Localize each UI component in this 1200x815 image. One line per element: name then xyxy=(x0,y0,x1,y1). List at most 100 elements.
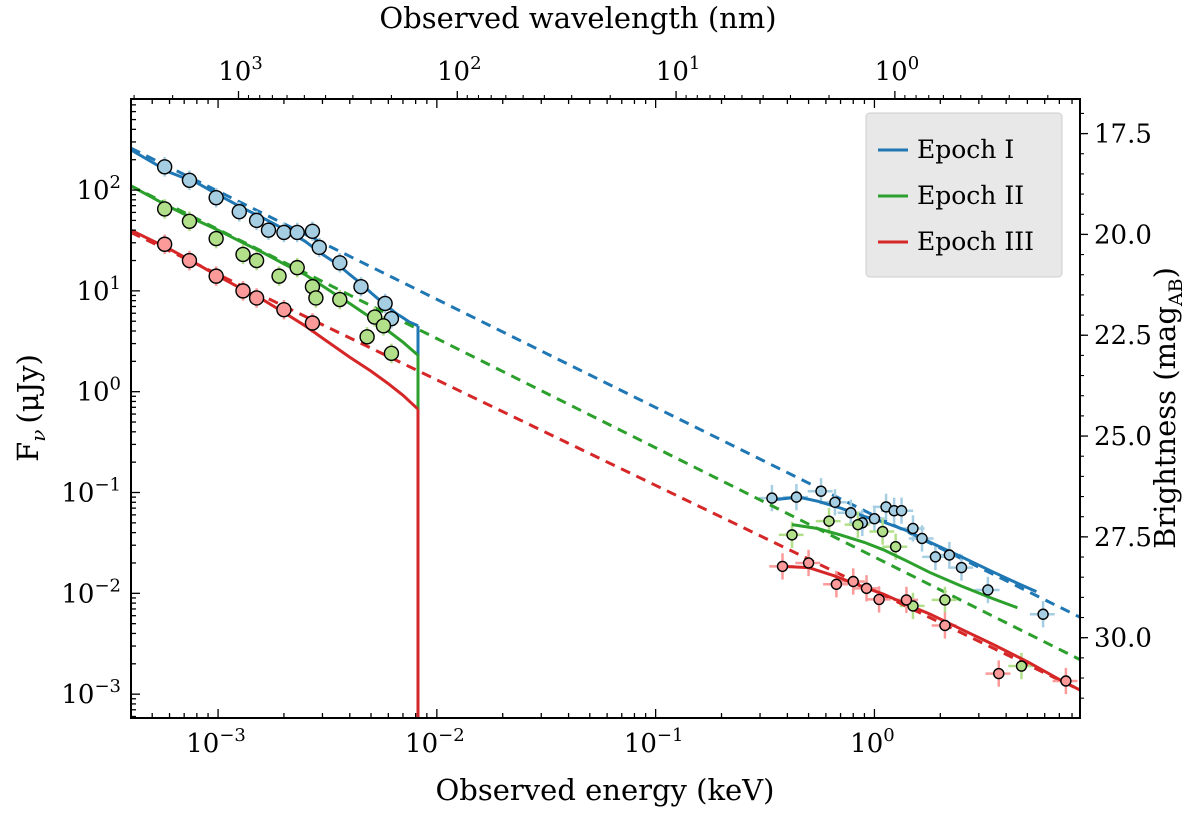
y-tick-label: 101 xyxy=(76,273,121,307)
right-axis-title-main: Brightness (mag xyxy=(1148,306,1182,549)
epoch-3-model-xray xyxy=(782,564,1080,692)
y-tick-label-base: 10 xyxy=(61,680,94,710)
epoch-2-data-point xyxy=(786,529,798,541)
epoch-1-data-point xyxy=(815,485,827,497)
epoch-1-data-point xyxy=(829,496,841,508)
epoch-2-powerlaw-line xyxy=(131,184,1080,661)
right-tick-label: 20.0 xyxy=(1094,220,1152,250)
epoch-1-data-point xyxy=(353,278,369,295)
epoch-1-data-point xyxy=(895,505,908,517)
epoch-2-data-point xyxy=(156,201,173,217)
epoch-3-data-point xyxy=(993,667,1005,680)
epoch-3-data-point xyxy=(900,594,913,606)
epoch-2-data-point xyxy=(383,345,400,362)
epoch-1-data-point xyxy=(943,549,956,561)
x-axis-title: Observed energy (keV) xyxy=(436,773,775,807)
epoch-1-data-point xyxy=(311,239,327,256)
epoch-2-data-point xyxy=(876,525,889,538)
epoch-1-data-point xyxy=(929,551,942,563)
epoch-2-data-point xyxy=(208,230,224,247)
epoch-2-data-point xyxy=(823,515,835,527)
epoch-1-data-point xyxy=(231,203,247,220)
y-axis-title-main: F xyxy=(11,442,45,462)
epoch-1-data-point xyxy=(766,492,778,504)
x-tick-label: 10−2 xyxy=(405,725,465,759)
epoch-1-data-point xyxy=(208,189,224,206)
epoch-2-data-point xyxy=(939,594,951,606)
y-tick-label-exp: 1 xyxy=(110,273,121,294)
epoch-3-data-point xyxy=(776,560,789,573)
epoch-1-data-point xyxy=(955,561,968,574)
right-tick-label: 25.0 xyxy=(1094,422,1152,452)
epoch-1-model-xray xyxy=(774,495,1038,593)
y-axis-title-unit: (μJy) xyxy=(11,354,45,423)
y-axis-title-sub: ν xyxy=(26,430,50,442)
epoch-3-data-point xyxy=(156,236,173,252)
right-tick-label: 30.0 xyxy=(1094,624,1152,654)
epoch-1-data-point xyxy=(289,224,305,241)
top-tick-label-base: 10 xyxy=(875,57,908,87)
plot-frame xyxy=(130,98,1081,719)
epoch-1-data-point xyxy=(181,172,198,188)
x-tick-label-base: 10 xyxy=(186,729,219,759)
epoch-2-data-point xyxy=(852,518,864,531)
epoch-1-data-point xyxy=(377,295,393,312)
legend: Epoch I Epoch II Epoch III xyxy=(865,112,1063,278)
y-tick-label-exp: −2 xyxy=(94,575,121,596)
epoch-3-data-point xyxy=(181,252,198,269)
epoch-1-data-point xyxy=(1037,608,1049,620)
epoch-3-data-point xyxy=(1060,675,1072,687)
epoch-3-data-point xyxy=(304,315,321,331)
epoch-1-data-point xyxy=(907,522,919,535)
top-axis-title: Observed wavelength (nm) xyxy=(379,1,776,35)
y-tick-label: 100 xyxy=(76,374,121,408)
epoch-3-data-point xyxy=(830,578,843,590)
right-axis-title-sub: AB xyxy=(1165,278,1187,307)
right-axis-title-close: ) xyxy=(1148,267,1182,278)
legend-label-epoch-2: Epoch II xyxy=(917,181,1024,210)
legend-box xyxy=(865,112,1063,278)
epoch-2-data-point xyxy=(359,329,375,345)
top-tick-label: 101 xyxy=(656,53,701,87)
epoch-3-data-point xyxy=(208,268,224,284)
data-layer xyxy=(131,146,1080,718)
x-tick-label-base: 10 xyxy=(850,729,883,759)
y-tick-label: 10−2 xyxy=(61,575,121,609)
epoch-2-data-point xyxy=(308,290,324,306)
epoch-1-powerlaw-line xyxy=(131,146,1080,619)
epoch-2-model-xray xyxy=(791,523,1018,610)
top-tick-label-base: 10 xyxy=(656,57,689,87)
y-tick-label-base: 10 xyxy=(76,378,109,408)
right-tick-label: 17.5 xyxy=(1094,120,1152,150)
epoch-1-data-point xyxy=(845,507,857,519)
epoch-1-data-point xyxy=(868,512,881,525)
epoch-1-data-point xyxy=(982,584,994,596)
y-tick-label-exp: −1 xyxy=(94,475,121,496)
epoch-3-data-point xyxy=(276,302,292,318)
y-tick-label-base: 10 xyxy=(76,176,109,206)
y-tick-label-exp: 2 xyxy=(110,172,121,193)
top-tick-label-exp: 0 xyxy=(908,53,919,74)
top-tick-label-exp: 2 xyxy=(470,53,481,74)
top-tick-label: 102 xyxy=(437,53,482,87)
epoch-2-data-point xyxy=(1015,660,1028,672)
epoch-2-data-point xyxy=(375,318,392,334)
epoch-3-data-point xyxy=(248,290,265,306)
epoch-3-model-optical xyxy=(131,228,420,411)
epoch-1-data-point xyxy=(790,491,803,503)
x-tick-label-exp: −3 xyxy=(219,725,246,746)
top-tick-label: 100 xyxy=(875,53,920,87)
y-tick-label: 10−1 xyxy=(61,475,121,509)
x-tick-label: 10−3 xyxy=(186,725,246,759)
epoch-3-data-point xyxy=(939,619,951,632)
right-tick-label: 22.5 xyxy=(1094,321,1152,351)
x-tick-label-exp: −2 xyxy=(438,725,465,746)
y-axis-title: Fν (μJy) xyxy=(11,354,50,462)
epoch-2-data-point xyxy=(181,213,198,229)
right-tick-label: 27.5 xyxy=(1094,523,1152,553)
epoch-2-data-point xyxy=(332,291,348,308)
epoch-2-data-point xyxy=(289,259,305,276)
epoch-1-data-point xyxy=(156,159,173,175)
x-tick-label-base: 10 xyxy=(624,729,657,759)
